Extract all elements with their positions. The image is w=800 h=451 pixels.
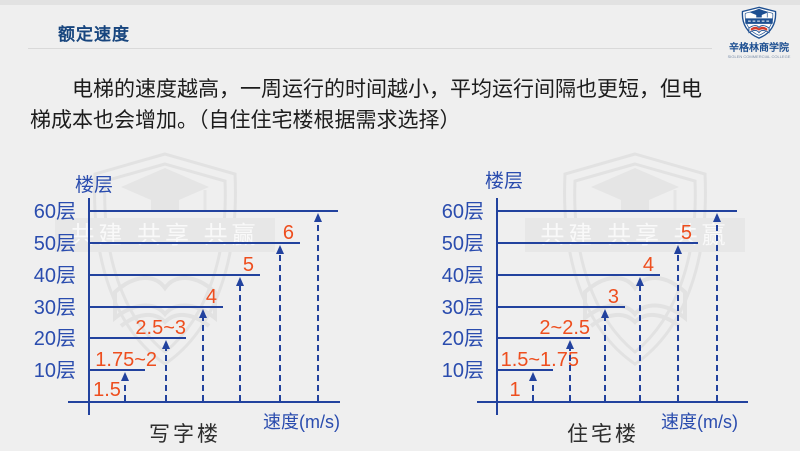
x-axis-label-residential: 速度(m/s) xyxy=(661,412,738,432)
paragraph-line-2: 梯成本也会增加。（自住住宅楼根据需求选择） xyxy=(30,108,461,132)
speed-arrow-head xyxy=(236,277,244,286)
base-speed-label: 1 xyxy=(509,379,520,401)
x-axis-label-office: 速度(m/s) xyxy=(263,412,340,432)
speed-value-label: 5 xyxy=(243,254,254,276)
speed-value-label: 4 xyxy=(643,254,654,276)
speed-value-label: 5 xyxy=(681,222,692,244)
speed-arrow-head xyxy=(674,245,682,254)
school-name: 辛格林商学院 xyxy=(729,43,789,54)
chart-title-office: 写字楼 xyxy=(149,422,221,446)
base-speed-label: 1.5 xyxy=(93,379,121,401)
speed-value-label: 1.5~1.75 xyxy=(501,349,579,371)
speed-value-label: 6 xyxy=(283,222,294,244)
floor-tick-label: 40层 xyxy=(34,265,76,287)
floor-tick-label: 50层 xyxy=(34,233,76,255)
y-axis-label-residential: 楼层 xyxy=(485,171,524,192)
floor-tick-label: 10层 xyxy=(442,360,484,382)
body-paragraph: 电梯的速度越高，一周运行的时间越小，平均运行间隔也更短，但电 梯成本也会增加。（… xyxy=(30,74,774,136)
top-strip xyxy=(0,0,800,5)
floor-tick-label: 10层 xyxy=(34,360,76,382)
school-subtitle: SIGLEN COMMERCIAL COLLEGE xyxy=(727,54,791,59)
speed-arrow-head xyxy=(314,213,322,222)
floor-tick-label: 30层 xyxy=(34,297,76,319)
office-building-chart: 10层 1.75~2 20层 2.5~3 30层 4 40层 5 50层 6 60层 1.5 xyxy=(34,198,340,415)
speed-arrow-head xyxy=(276,245,284,254)
page-title: 额定速度 xyxy=(58,25,130,44)
chart-title-residential: 住宅楼 xyxy=(567,422,639,446)
speed-value-label: 3 xyxy=(608,286,619,308)
floor-tick-label: 60层 xyxy=(34,201,76,223)
y-axis-label-office: 楼层 xyxy=(75,175,114,196)
speed-arrow-head xyxy=(162,340,170,349)
speed-arrow-head xyxy=(713,213,721,222)
school-logo: 辛格林商学院 SIGLEN COMMERCIAL COLLEGE xyxy=(722,6,796,59)
speed-arrow-head xyxy=(566,340,574,349)
speed-arrow-head xyxy=(121,372,129,381)
floor-tick-label: 20层 xyxy=(442,328,484,350)
floor-tick-label: 20层 xyxy=(34,328,76,350)
speed-arrow-head xyxy=(601,309,609,318)
speed-value-label: 2~2.5 xyxy=(539,317,590,339)
school-crest-icon xyxy=(741,6,777,39)
floor-tick-label: 50层 xyxy=(442,233,484,255)
speed-arrow-head xyxy=(199,309,207,318)
speed-arrow-head xyxy=(636,277,644,286)
speed-value-label: 4 xyxy=(206,286,217,308)
speed-arrow-head xyxy=(529,372,537,381)
floor-tick-label: 30层 xyxy=(442,297,484,319)
title-divider xyxy=(28,48,712,49)
paragraph-line-1: 电梯的速度越高，一周运行的时间越小，平均运行间隔也更短，但电 xyxy=(72,77,702,101)
residential-building-chart: 10层 1.5~1.75 20层 2~2.5 30层 3 40层 4 50层 5 60层 1 xyxy=(442,198,748,415)
speed-value-label: 2.5~3 xyxy=(135,317,186,339)
speed-value-label: 1.75~2 xyxy=(95,349,157,371)
floor-tick-label: 60层 xyxy=(442,201,484,223)
floor-tick-label: 40层 xyxy=(442,265,484,287)
